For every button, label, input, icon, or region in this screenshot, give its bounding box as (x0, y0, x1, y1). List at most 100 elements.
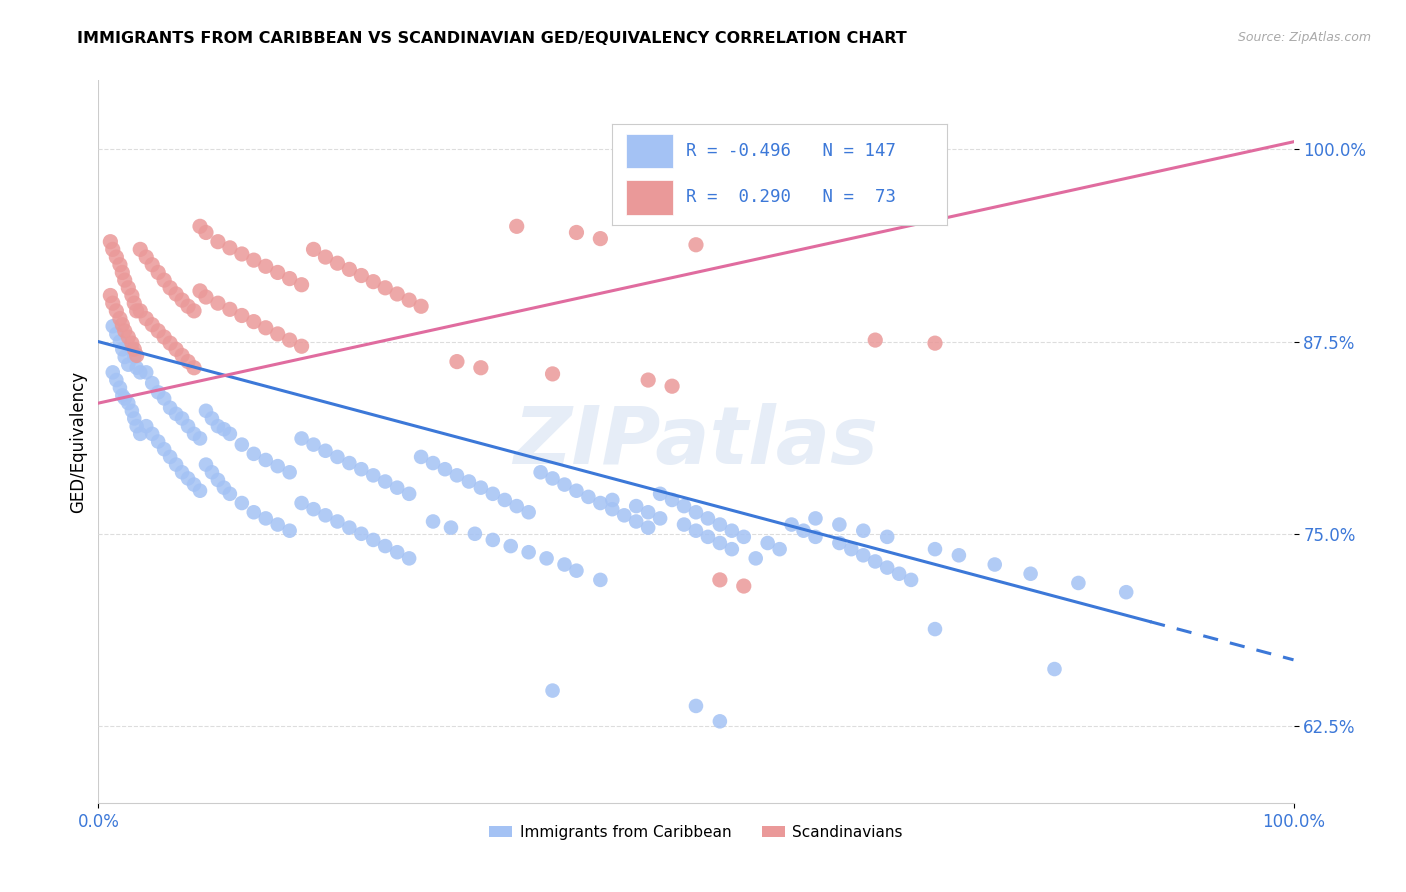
Point (948, 549, 970, 563)
Point (530, 465, 553, 479)
Point (565, 483, 588, 498)
Point (125, 348, 148, 362)
Point (865, 333, 887, 347)
Point (499, 539, 522, 553)
Point (709, 573, 731, 587)
Point (411, 299, 433, 313)
Point (697, 530, 720, 544)
Point (506, 219, 529, 234)
Point (541, 471, 564, 485)
Point (841, 542, 863, 557)
Point (172, 293, 194, 307)
Point (661, 492, 683, 507)
Point (108, 311, 131, 326)
Point (148, 265, 170, 279)
Point (326, 256, 349, 270)
Point (291, 496, 314, 510)
Point (165, 287, 187, 301)
Point (828, 517, 851, 532)
Point (254, 453, 277, 467)
Point (924, 336, 946, 351)
Point (129, 365, 152, 379)
Point (219, 302, 242, 317)
Point (291, 277, 314, 292)
Point (117, 358, 139, 372)
Point (188, 284, 211, 298)
Point (876, 530, 898, 544)
Point (243, 505, 266, 519)
Point (141, 318, 163, 332)
Point (124, 296, 146, 310)
Point (153, 392, 176, 406)
Point (1115, 585, 1137, 599)
Point (374, 281, 396, 295)
Point (398, 551, 420, 566)
Point (1019, 566, 1042, 581)
Point (889, 566, 911, 581)
Point (745, 551, 768, 566)
Point (446, 468, 468, 483)
Point (243, 253, 266, 268)
Point (111, 318, 134, 332)
Point (135, 250, 157, 264)
Point (195, 404, 218, 418)
Point (661, 379, 683, 393)
Point (111, 265, 134, 279)
Point (685, 698, 707, 713)
Point (148, 434, 170, 449)
Point (124, 350, 146, 364)
Point (339, 262, 361, 277)
Point (172, 465, 194, 479)
Point (924, 542, 946, 557)
Point (554, 558, 576, 572)
Point (302, 437, 325, 451)
Point (363, 468, 385, 483)
Point (865, 554, 887, 568)
Point (278, 271, 301, 285)
Point (121, 404, 143, 418)
Point (350, 268, 373, 283)
Point (117, 281, 139, 295)
Y-axis label: GED/Equivalency: GED/Equivalency (69, 370, 87, 513)
Point (105, 326, 128, 341)
Point (517, 545, 540, 559)
Point (768, 542, 790, 557)
Point (177, 354, 200, 368)
Point (207, 296, 229, 310)
Point (188, 219, 211, 234)
Point (464, 526, 486, 541)
Point (350, 526, 373, 541)
Point (165, 407, 187, 421)
Text: ZIPatlas: ZIPatlas (513, 402, 879, 481)
Point (709, 714, 731, 729)
Point (852, 549, 875, 563)
Point (108, 258, 131, 272)
Point (685, 505, 707, 519)
Point (411, 450, 433, 464)
Point (105, 250, 128, 264)
Point (117, 330, 139, 344)
Point (121, 336, 143, 351)
Point (363, 533, 385, 547)
Point (828, 536, 851, 550)
Point (135, 311, 157, 326)
Point (195, 458, 218, 472)
Point (780, 517, 803, 532)
Point (125, 304, 148, 318)
Point (231, 437, 253, 451)
Point (673, 517, 696, 532)
Point (125, 360, 148, 375)
Point (172, 348, 194, 362)
Point (900, 573, 922, 587)
Point (565, 564, 588, 578)
Point (589, 232, 612, 246)
Legend: Immigrants from Caribbean, Scandinavians: Immigrants from Caribbean, Scandinavians (484, 819, 908, 846)
Point (159, 281, 181, 295)
Point (422, 515, 444, 529)
Point (374, 475, 396, 489)
Point (117, 396, 139, 410)
Point (98, 235, 122, 249)
Point (129, 243, 152, 257)
Point (458, 475, 481, 489)
Point (291, 432, 314, 446)
